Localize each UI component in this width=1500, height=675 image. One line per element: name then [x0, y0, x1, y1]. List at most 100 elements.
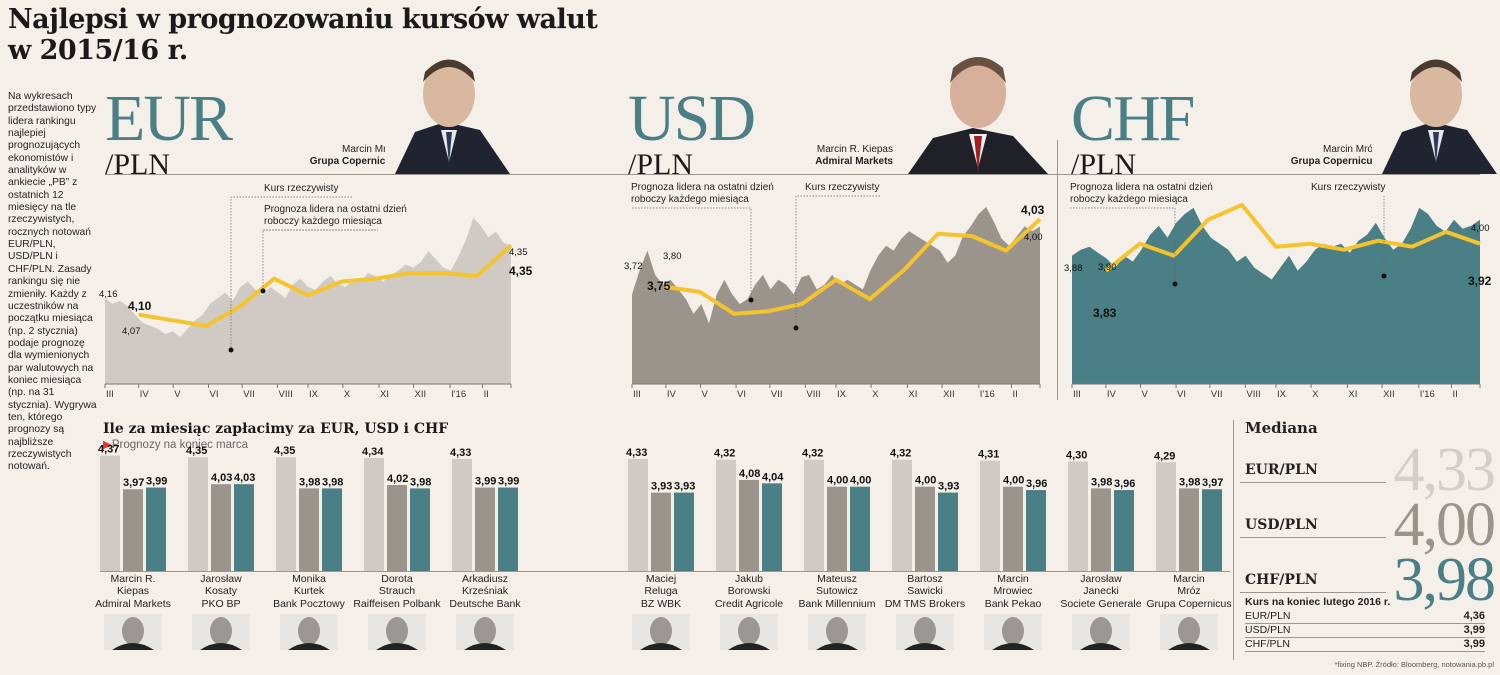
currency-code: CHF [1071, 82, 1195, 155]
value-label: 4,00 [1024, 232, 1043, 243]
x-tick-label: II [1452, 389, 1457, 400]
economist-firm: Bank Millennium [798, 597, 876, 610]
value-label: 4,35 [509, 247, 528, 258]
bar-value-label: 3,93 [938, 481, 959, 493]
bar-group: 4,32 4,00 3,93 [890, 448, 959, 571]
economist-firm: PKO BP [201, 597, 241, 610]
economist-surname: Sutowicz [815, 585, 858, 598]
economist-card: Marcin R. Kiepas Admiral Markets [83, 573, 183, 650]
x-tick-label: VII [1211, 389, 1223, 400]
bar-eur-pln [364, 458, 384, 571]
bar-eur-pln [452, 458, 472, 571]
bar-eur-pln [1156, 462, 1176, 571]
bar-value-label: 3,97 [123, 477, 144, 489]
bar-group: 4,30 3,98 3,96 [1066, 449, 1135, 571]
bar-chf-pln [1114, 490, 1134, 571]
economist-name: Marcin R. [110, 573, 156, 585]
subtitle-text: Prognozy na koniec marca [111, 439, 249, 451]
forecast-line [665, 217, 1042, 316]
bar-usd-pln [915, 486, 935, 571]
bar-value-label: 3,98 [1091, 476, 1112, 488]
economist-firm: Bank Pekao [984, 597, 1042, 610]
economist-card: Marcin Mróz Grupa Copernicus [1139, 573, 1239, 650]
bar-group: 4,37 3,97 3,99 [98, 444, 167, 571]
economist-photo-icon [984, 613, 1042, 650]
bar-chf-pln [762, 483, 782, 571]
bar-value-label: 3,97 [1202, 477, 1223, 489]
mediana-label: EUR/PLN [1245, 462, 1318, 478]
mediana-divider-line [1240, 482, 1386, 483]
economist-card: Bartosz Sawicki DM TMS Brokers [875, 573, 975, 650]
x-tick-label: VI [737, 389, 746, 400]
x-tick-label: XI [908, 389, 917, 400]
chart-usd-pln: III IV V VI VII VIII IX X XI XII I'16 II Prognoza li… [624, 182, 1045, 400]
bar-value-label: 4,33 [626, 447, 647, 459]
x-tick-label: VII [771, 389, 783, 400]
bar-value-label: 3,96 [1114, 478, 1135, 490]
bar-value-label: 4,33 [450, 447, 471, 459]
bar-group: 4,35 4,03 4,03 [186, 445, 255, 571]
legend-leader-line [262, 229, 378, 291]
bar-group: 4,34 4,02 3,98 [362, 446, 431, 571]
x-tick-label: XI [1348, 389, 1357, 400]
x-tick-label: IX [1277, 389, 1287, 400]
chart-chf-pln: III IV V VI VII VIII IX X XI XII I'16 II Prognoza li… [1064, 182, 1492, 400]
legend-leader-line [230, 196, 352, 350]
x-tick-label: IV [1107, 389, 1117, 400]
currency-suffix: /PLN [1071, 148, 1137, 181]
x-tick-label: V [174, 389, 181, 400]
bar-value-label: 3,98 [299, 476, 320, 488]
bar-eur-pln [716, 459, 736, 571]
x-tick-label: I'16 [1420, 389, 1435, 400]
bar-usd-pln [211, 484, 231, 571]
bar-value-label: 3,98 [1179, 476, 1200, 488]
economist-card: Marcin Mrowiec Bank Pekao [963, 573, 1063, 650]
bar-chf-pln [498, 487, 518, 571]
bar-value-label: 4,37 [98, 444, 119, 456]
x-tick-label: VIII [1246, 389, 1260, 400]
economist-photo-icon [896, 613, 954, 650]
bar-value-label: 4,00 [827, 475, 848, 487]
economist-surname: Mrowiec [993, 585, 1033, 598]
x-tick-label: IV [667, 389, 677, 400]
kurs-label: EUR/PLN [1245, 610, 1291, 622]
economist-name: Monika [292, 573, 326, 585]
legend-marker-dot [748, 297, 754, 303]
value-label: 4,16 [99, 289, 118, 300]
bar-chart-subtitle: ▶Prognozy na koniec marca [103, 437, 248, 451]
bar-usd-pln [1179, 488, 1199, 571]
forecast-line [138, 243, 513, 328]
bar-eur-pln [980, 460, 1000, 571]
economist-card: Arkadiusz Krześniak Deutsche Bank [435, 573, 535, 650]
bar-group: 4,31 4,00 3,96 [978, 449, 1047, 571]
kurs-value: 3,99 [1463, 638, 1485, 650]
leader-name: Marcin Mróz [1322, 144, 1378, 155]
x-tick-label: VIII [279, 389, 293, 400]
mediana-divider-line [1240, 537, 1386, 538]
economist-name: Jarosław [200, 573, 242, 585]
value-label: 3,83 [1093, 306, 1117, 320]
header-divider [105, 174, 1480, 175]
x-tick-label: VIII [806, 389, 820, 400]
bar-value-label: 3,98 [322, 476, 343, 488]
kurs-value: 4,36 [1463, 610, 1485, 622]
kurs-label: USD/PLN [1245, 624, 1291, 636]
economist-firm: DM TMS Brokers [884, 597, 966, 610]
x-tick-label: IV [140, 389, 150, 400]
bar-usd-pln [387, 485, 407, 571]
bar-value-label: 4,08 [739, 468, 760, 480]
mediana-divider-line [1240, 592, 1386, 593]
bar-chf-pln [850, 486, 870, 571]
economist-photo-icon [1072, 613, 1130, 650]
portrait-photo-icon [385, 52, 513, 174]
bar-group: 4,35 3,98 3,98 [274, 445, 343, 571]
bar-value-label: 4,00 [850, 475, 871, 487]
economist-photo-icon [720, 613, 778, 650]
page-title: Najlepsi w prognozowaniu kursów walut w … [8, 4, 598, 66]
economist-card: Monika Kurtek Bank Pocztowy [259, 573, 359, 650]
economist-photo-icon [1160, 613, 1218, 650]
bar-value-label: 4,03 [211, 472, 232, 484]
x-tick-label: III [633, 389, 641, 400]
economist-firm: Bank Pocztowy [273, 597, 345, 610]
economist-name: Mateusz [817, 573, 857, 585]
